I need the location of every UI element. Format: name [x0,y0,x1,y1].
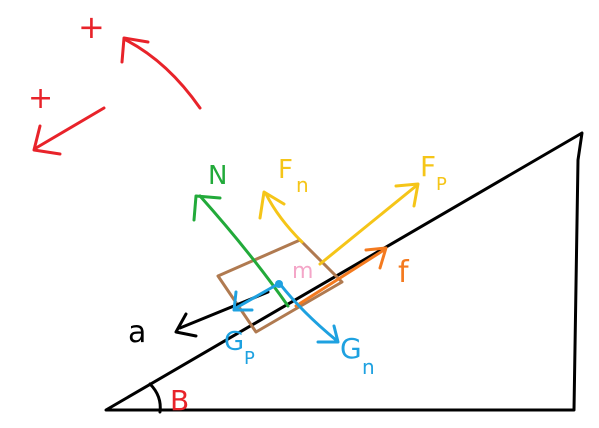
gn-label-sub: n [362,355,375,379]
normal-force-label: N [208,161,227,191]
fp-label-main: F [420,150,436,183]
gravity-components [232,282,340,344]
normal-force-arrow [192,194,290,308]
fp-force-arrow [318,182,420,266]
fn-label-main: F [278,155,293,185]
gn-label-main: G [340,332,362,365]
mass-label: m [292,259,313,284]
angle-label: B [170,384,189,417]
positive-up-arrow [124,38,202,110]
plus-sign-left: + [28,81,53,116]
friction-label: f [398,255,410,290]
incline-triangle [104,131,584,412]
plus-sign-top: + [78,8,105,46]
gn-force-arrow [278,282,338,342]
positive-down-arrowhead [32,124,62,156]
positive-down-arrow [34,106,106,150]
gp-label-main: G [224,327,244,357]
center-of-mass-dot [275,280,283,288]
gp-force-arrow [234,282,280,310]
block-outline [216,238,344,334]
friction-force-arrow [294,246,388,308]
positive-up-arrowhead [120,36,150,64]
gn-arrowhead [316,324,340,344]
acceleration-label: a [128,315,146,350]
positive-direction-arrows [32,36,202,156]
fn-label-sub: n [296,173,309,197]
fp-label-sub: P [436,174,447,195]
angle-arc [148,382,162,414]
gp-arrowhead [232,290,254,312]
gp-label-sub: P [244,348,255,369]
fn-force-arrow [258,190,304,244]
